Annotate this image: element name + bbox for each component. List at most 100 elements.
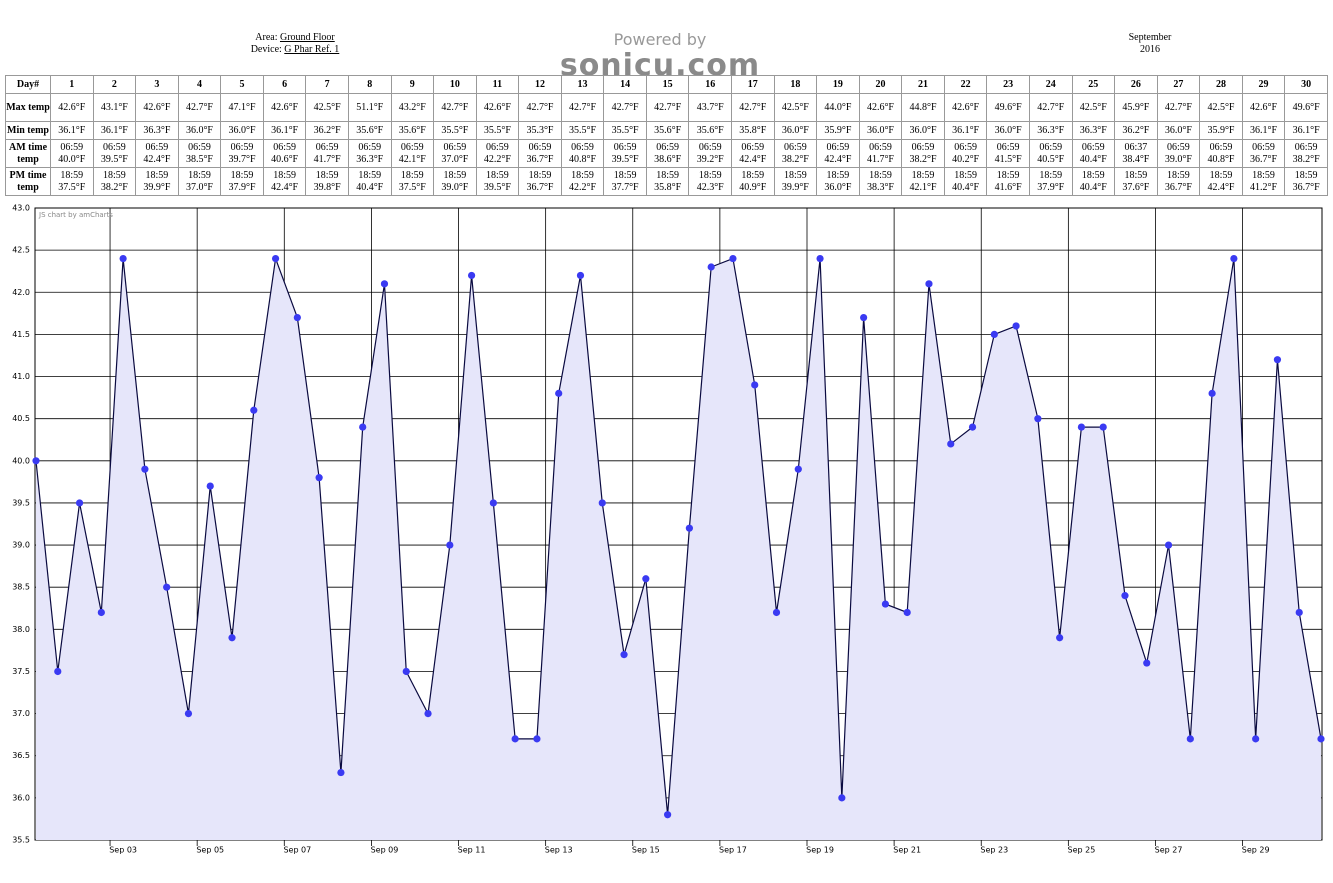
cell-temp: 40.4°F [952, 181, 980, 193]
table-row: PM time temp 18:59 37.5°F 18:59 38.2°F 18:59 3… [5, 167, 1328, 196]
x-tick-label: Sep 23 [980, 846, 1008, 855]
cell: 18:59 39.5°F [475, 167, 520, 196]
cell-time: 06:59 [741, 141, 765, 153]
point [1099, 423, 1107, 431]
cell-temp: 36.7°F [1250, 153, 1278, 165]
point [1056, 634, 1064, 642]
cell: 06:59 38.2°F [773, 139, 818, 168]
year: 2016 [1140, 44, 1160, 55]
point [1230, 254, 1238, 263]
point [337, 768, 345, 777]
cell: 06:59 40.8°F [560, 139, 605, 168]
cell-time: 06:59 [571, 141, 594, 153]
device-value: G Phar Ref. 1 [284, 44, 340, 55]
cell-time: 18:59 [656, 169, 680, 181]
y-tick-label: 38.0 [12, 625, 30, 634]
x-tick-label: Sep 09 [371, 846, 399, 855]
cell-temp: 37.9°F [1037, 181, 1065, 193]
cell-time: 18:59 [1294, 169, 1318, 181]
y-tick-label: 36.0 [12, 793, 30, 802]
point [359, 423, 367, 431]
cell-time: 18:59 [954, 169, 977, 181]
point [903, 608, 911, 617]
x-tick-label: Sep 07 [283, 846, 311, 855]
cell-time: 06:59 [486, 141, 509, 153]
y-tick-label: 36.5 [12, 751, 30, 760]
point [32, 457, 40, 465]
cell: 44.8°F [901, 93, 945, 122]
cell: 18:59 36.7°F [518, 167, 562, 196]
device: Device: G Phar Ref. 1 [220, 44, 370, 55]
point [380, 280, 389, 288]
point [75, 499, 84, 507]
cell: 18:59 36.7°F [1156, 167, 1201, 196]
point [402, 667, 410, 676]
cell-time: 18:59 [273, 169, 296, 181]
cell-temp: 38.2°F [909, 153, 937, 165]
column-header: 20 [858, 75, 903, 94]
cell-time: 18:59 [869, 169, 892, 181]
column-header: 21 [901, 75, 945, 94]
cell-temp: 42.3°F [696, 181, 724, 193]
cell: 18:59 42.4°F [1199, 167, 1243, 196]
cell: 42.7°F [518, 93, 562, 122]
cell-time: 06:59 [869, 141, 892, 153]
cell-temp: 42.4°F [271, 181, 299, 193]
cell: 06:59 40.6°F [262, 139, 307, 168]
cell-time: 18:59 [826, 169, 850, 181]
cell: 06:59 42.4°F [816, 139, 860, 168]
table-row: Min temp 36.1°F 36.1°F 36.3°F 36.0°F 36.0°F 36… [5, 121, 1328, 140]
cell-temp: 40.8°F [569, 153, 597, 165]
cell-time: 18:59 [188, 169, 211, 181]
point [968, 423, 977, 431]
y-tick-label: 37.0 [12, 709, 30, 718]
point [729, 254, 737, 263]
cell-temp: 41.5°F [994, 153, 1022, 165]
cell-temp: 40.9°F [739, 181, 767, 193]
cell: 06:59 36.7°F [518, 139, 562, 168]
cell-time: 06:59 [358, 141, 382, 153]
cell-temp: 39.9°F [143, 181, 171, 193]
cell-temp: 37.0°F [185, 181, 213, 193]
point [1121, 592, 1129, 600]
cell: 42.7°F [645, 93, 690, 122]
x-tick-label: Sep 05 [196, 846, 224, 855]
point [925, 280, 933, 288]
cell: 18:59 40.4°F [1071, 167, 1116, 196]
cell-time: 06:59 [1209, 141, 1233, 153]
cell: 45.9°F [1114, 93, 1158, 122]
cell-time: 06:59 [60, 141, 84, 153]
cell-time: 06:59 [1294, 141, 1318, 153]
cell: 18:59 38.2°F [92, 167, 137, 196]
y-tick-label: 39.0 [12, 541, 30, 550]
point [685, 524, 693, 532]
cell-time: 18:59 [571, 169, 594, 181]
cell: 18:59 40.4°F [943, 167, 988, 196]
point [947, 440, 955, 448]
cell-temp: 38.4°F [1122, 153, 1150, 165]
cell-time: 18:59 [443, 169, 467, 181]
column-header: 16 [688, 75, 732, 94]
y-tick-label: 37.5 [12, 667, 30, 676]
cell-time: 06:59 [102, 141, 126, 153]
cell: 42.5°F [773, 93, 818, 122]
cell-time: 18:59 [1124, 169, 1148, 181]
cell-temp: 39.2°F [696, 153, 724, 165]
cell: 06:59 38.5°F [177, 139, 222, 168]
line [35, 257, 1322, 815]
x-tick-label: Sep 27 [1155, 846, 1183, 855]
cell-temp: 37.6°F [1122, 181, 1150, 193]
cell-time: 06:59 [1252, 141, 1275, 153]
point [1317, 735, 1325, 743]
cell: 18:59 39.9°F [773, 167, 818, 196]
cell-temp: 39.9°F [781, 181, 809, 193]
cell-time: 06:59 [698, 141, 722, 153]
cell-temp: 42.2°F [569, 181, 597, 193]
cell: 49.6°F [1284, 93, 1328, 122]
cell-time: 18:59 [1252, 169, 1275, 181]
cell-temp: 40.2°F [952, 153, 980, 165]
point [446, 541, 454, 549]
cell-time: 18:59 [1081, 169, 1105, 181]
point [751, 381, 759, 389]
